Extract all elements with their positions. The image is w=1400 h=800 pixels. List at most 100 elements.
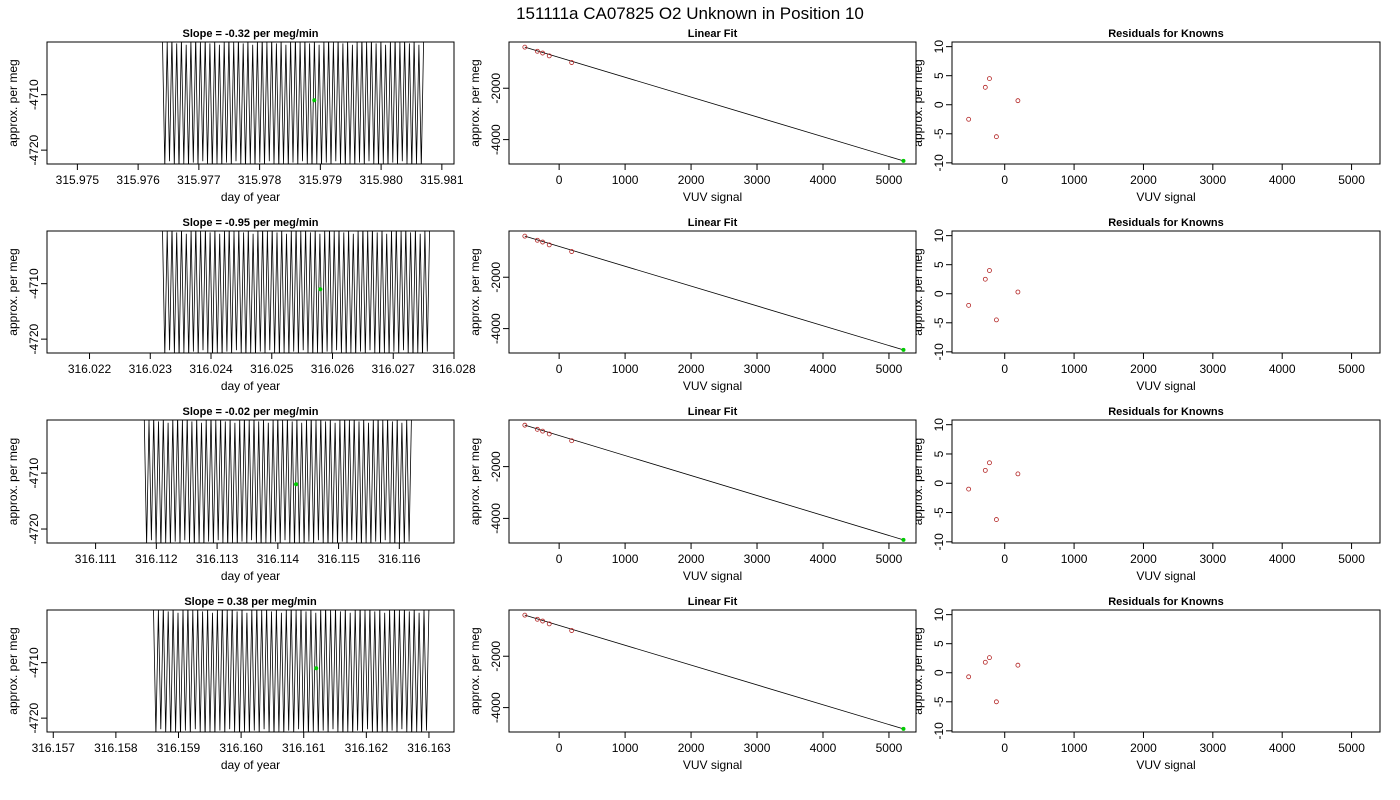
x-tick-label: 316.162 bbox=[345, 741, 389, 755]
plot-area bbox=[143, 420, 412, 543]
known-point bbox=[569, 438, 575, 444]
x-axis-label: day of year bbox=[221, 569, 280, 583]
x-tick-label: 4000 bbox=[810, 362, 837, 376]
highlight-point bbox=[314, 666, 319, 671]
y-tick-label: -4710 bbox=[27, 79, 41, 110]
y-axis-label: approx. per meg bbox=[911, 59, 925, 146]
fit-line bbox=[524, 424, 904, 541]
x-tick-label: 0 bbox=[556, 362, 563, 376]
fit-line bbox=[524, 235, 904, 351]
y-tick-label: -2000 bbox=[489, 641, 503, 672]
y-tick-label: 0 bbox=[932, 290, 946, 297]
y-axis-label: approx. per meg bbox=[911, 627, 925, 714]
unknown-point bbox=[901, 726, 906, 731]
x-axis-label: VUV signal bbox=[683, 190, 742, 204]
x-axis-label: VUV signal bbox=[1136, 379, 1195, 393]
x-tick-label: 316.023 bbox=[129, 362, 173, 376]
known-point bbox=[546, 431, 552, 437]
plot-frame bbox=[951, 230, 1381, 354]
plot-frame bbox=[508, 609, 917, 733]
x-tick-label: 2000 bbox=[1130, 552, 1157, 566]
x-axis-label: VUV signal bbox=[1136, 569, 1195, 583]
panel-grid: Slope = -0.32 per meg/min 315.975 315.976 3… bbox=[6, 28, 1381, 772]
x-axis-label: day of year bbox=[221, 758, 280, 772]
y-tick-label: -5 bbox=[932, 128, 946, 139]
y-tick-label: 0 bbox=[932, 669, 946, 676]
panel-residuals-row2: Residuals for Knowns 0 1000 2000 3000 4000 500… bbox=[911, 217, 1381, 393]
x-tick-label: 1000 bbox=[1061, 552, 1088, 566]
x-tick-label: 315.977 bbox=[177, 173, 221, 187]
x-tick-label: 0 bbox=[1001, 741, 1008, 755]
plot-frame bbox=[951, 609, 1381, 733]
y-tick-label: -2000 bbox=[489, 451, 503, 482]
x-tick-label: 316.160 bbox=[219, 741, 263, 755]
x-tick-label: 0 bbox=[1001, 173, 1008, 187]
x-axis-label: VUV signal bbox=[683, 569, 742, 583]
panel-timeseries-row4: Slope = 0.38 per meg/min 316.157 316.158 31… bbox=[6, 596, 455, 772]
x-tick-label: 2000 bbox=[678, 362, 705, 376]
series-line bbox=[162, 231, 430, 353]
unknown-point bbox=[901, 347, 906, 352]
x-tick-label: 1000 bbox=[612, 552, 639, 566]
y-axis-label: approx. per meg bbox=[468, 627, 482, 714]
x-tick-label: 4000 bbox=[1269, 741, 1296, 755]
x-tick-label: 2000 bbox=[678, 741, 705, 755]
y-axis-label: approx. per meg bbox=[468, 59, 482, 146]
fit-line bbox=[524, 46, 904, 162]
known-point bbox=[546, 621, 552, 627]
y-tick-label: -2000 bbox=[489, 73, 503, 104]
known-point bbox=[546, 53, 552, 59]
x-tick-label: 316.022 bbox=[68, 362, 112, 376]
residual-point bbox=[966, 302, 972, 308]
x-tick-label: 316.025 bbox=[250, 362, 294, 376]
y-tick-label: -4720 bbox=[27, 702, 41, 733]
x-axis-label: VUV signal bbox=[683, 758, 742, 772]
plot-area bbox=[522, 422, 906, 542]
x-tick-label: 316.027 bbox=[372, 362, 416, 376]
x-tick-label: 316.112 bbox=[135, 552, 178, 566]
x-tick-label: 3000 bbox=[1199, 173, 1226, 187]
known-point bbox=[569, 60, 575, 65]
x-tick-label: 316.111 bbox=[75, 552, 117, 566]
panel-title: Slope = -0.32 per meg/min bbox=[182, 28, 318, 40]
panel-timeseries-row2: Slope = -0.95 per meg/min 316.022 316.023 3… bbox=[6, 217, 476, 393]
known-point bbox=[569, 628, 575, 633]
plot-frame bbox=[508, 41, 917, 165]
plot-frame bbox=[46, 609, 455, 733]
x-tick-label: 316.024 bbox=[189, 362, 233, 376]
residual-point bbox=[993, 134, 999, 140]
known-point bbox=[540, 239, 546, 245]
y-tick-label: -10 bbox=[932, 154, 946, 172]
residual-point bbox=[987, 268, 992, 273]
x-tick-label: 5000 bbox=[1338, 741, 1365, 755]
panel-residuals-row1: Residuals for Knowns 0 1000 2000 3000 4000 500… bbox=[911, 28, 1381, 204]
x-tick-label: 5000 bbox=[876, 173, 903, 187]
panel-title: Linear Fit bbox=[688, 28, 738, 40]
x-axis-label: day of year bbox=[221, 190, 280, 204]
panel-title: Slope = -0.95 per meg/min bbox=[182, 217, 318, 229]
known-point bbox=[540, 50, 546, 56]
panel-title: Slope = -0.02 per meg/min bbox=[182, 406, 318, 418]
plot-frame bbox=[508, 419, 917, 544]
y-tick-label: -4710 bbox=[27, 457, 41, 488]
x-tick-label: 1000 bbox=[1061, 741, 1088, 755]
plot-frame bbox=[951, 41, 1381, 165]
x-tick-label: 4000 bbox=[1269, 362, 1296, 376]
plot-frame bbox=[508, 230, 917, 354]
residual-point bbox=[987, 655, 992, 661]
x-tick-label: 5000 bbox=[876, 362, 903, 376]
x-tick-label: 316.158 bbox=[94, 741, 138, 755]
y-tick-label: -4000 bbox=[489, 692, 503, 723]
x-tick-label: 316.115 bbox=[317, 552, 360, 566]
known-point bbox=[534, 616, 540, 622]
y-tick-label: -4710 bbox=[27, 647, 41, 678]
x-tick-label: 316.157 bbox=[32, 741, 76, 755]
x-tick-label: 0 bbox=[556, 173, 563, 187]
residual-point bbox=[982, 659, 988, 665]
residual-point bbox=[966, 486, 972, 492]
x-tick-label: 3000 bbox=[1199, 362, 1226, 376]
x-tick-label: 0 bbox=[556, 552, 563, 566]
x-tick-label: 4000 bbox=[1269, 173, 1296, 187]
series-line bbox=[153, 610, 430, 732]
